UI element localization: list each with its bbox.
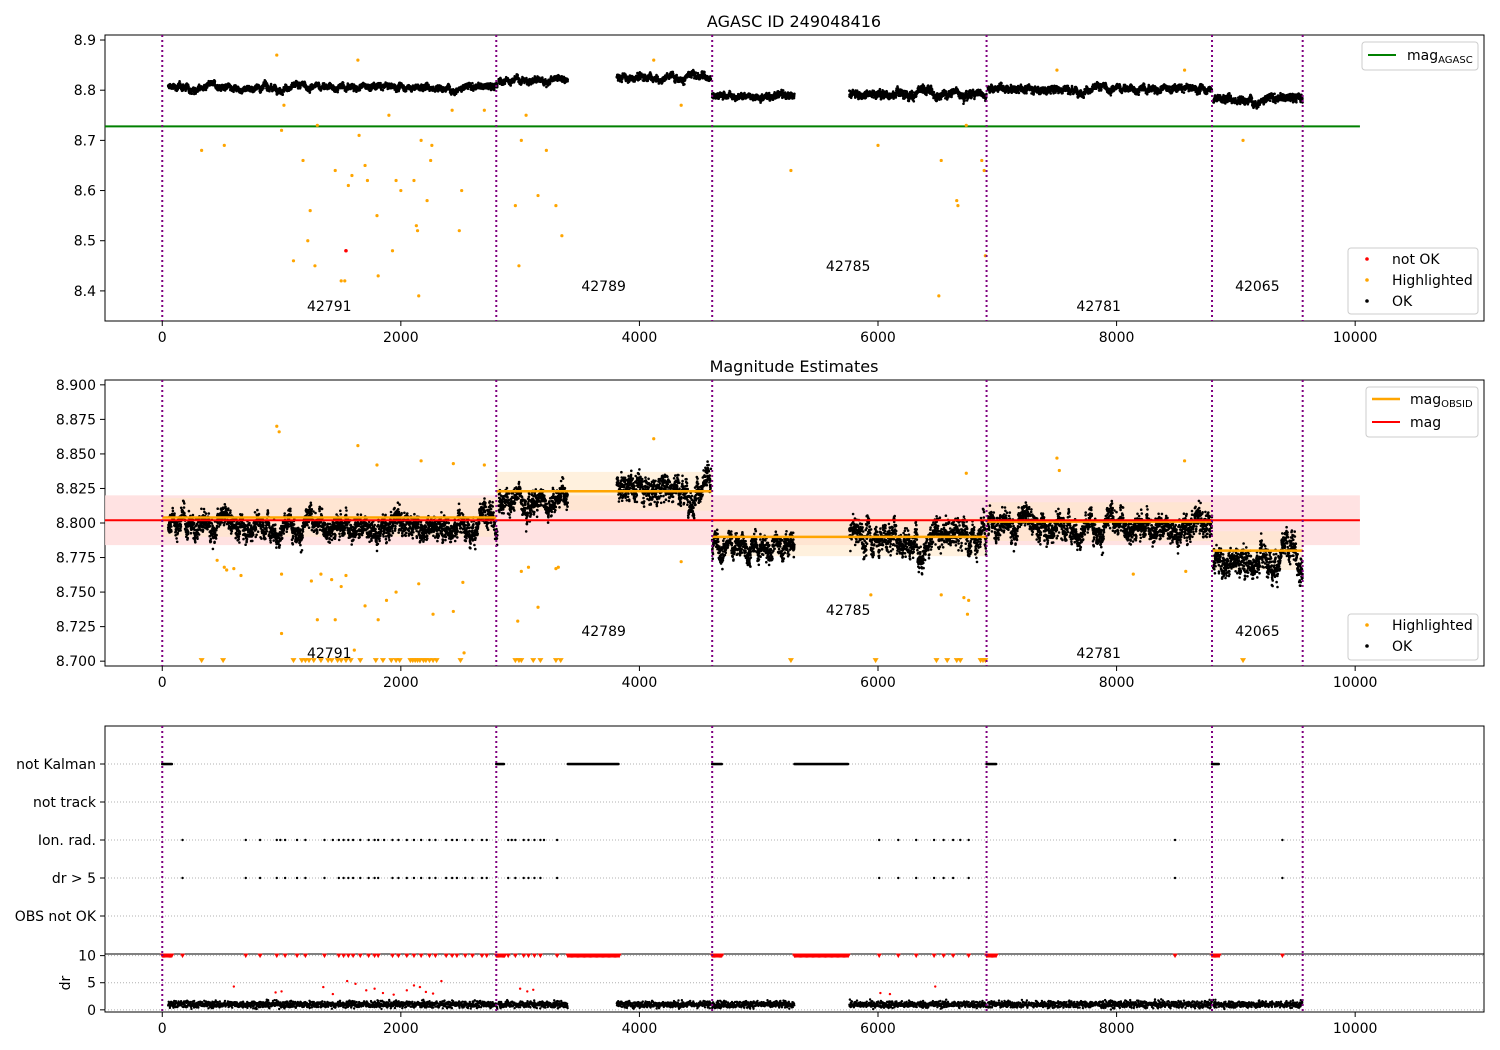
ok-point (911, 90, 914, 94)
y-tick-label: 8.9 (74, 33, 96, 49)
ok-point (493, 88, 496, 92)
ok-point (262, 87, 265, 90)
ok-point (495, 82, 499, 85)
ok-point (675, 73, 678, 77)
ok-point (213, 80, 217, 83)
y-tick-label: 8.7 (74, 133, 96, 149)
ok-point (566, 78, 569, 81)
ok-point (620, 80, 624, 84)
ok-point (281, 93, 285, 96)
panel1-title: AGASC ID 249048416 (707, 12, 881, 31)
x-tick-label: 10000 (1333, 330, 1378, 346)
x-tick-label: 6000 (860, 330, 896, 346)
ok-point (187, 85, 190, 88)
ok-point (656, 75, 659, 78)
ok-point (264, 80, 268, 83)
y-tick-label: 8.4 (74, 284, 96, 300)
ok-point (878, 87, 882, 91)
ok-point (516, 73, 519, 77)
y-tick-label: 8.6 (74, 184, 96, 200)
ok-point (178, 80, 181, 83)
x-tick-label: 0 (158, 330, 167, 346)
ok-point (925, 93, 928, 97)
plot-frame (104, 34, 1485, 322)
x-tick-label: 8000 (1099, 330, 1135, 346)
ok-point (265, 82, 269, 85)
ok-point (912, 100, 916, 103)
ok-point (308, 91, 312, 94)
ok-point (503, 82, 507, 85)
x-tick-label: 4000 (622, 330, 658, 346)
ok-point (336, 90, 340, 94)
ok-point (471, 81, 474, 85)
ok-point (781, 89, 785, 92)
ok-point (448, 85, 452, 89)
panel1-plot: 0 2000 4000 6000 8000 10000 8.4 8.5 8.6 8.7 8.8 8.9… (74, 33, 1485, 346)
ok-point (190, 92, 194, 95)
ok-points (166, 68, 1304, 110)
x-tick-label: 2000 (383, 330, 419, 346)
ok-point (232, 90, 235, 94)
ok-point (703, 70, 706, 74)
y-tick-label: 8.8 (74, 83, 96, 99)
ok-point (299, 85, 302, 89)
ok-point (709, 77, 713, 81)
ok-point (381, 88, 385, 92)
ok-point (683, 83, 686, 86)
ok-point (197, 83, 201, 86)
y-tick-label: 8.5 (74, 234, 96, 250)
ok-point (793, 92, 796, 96)
